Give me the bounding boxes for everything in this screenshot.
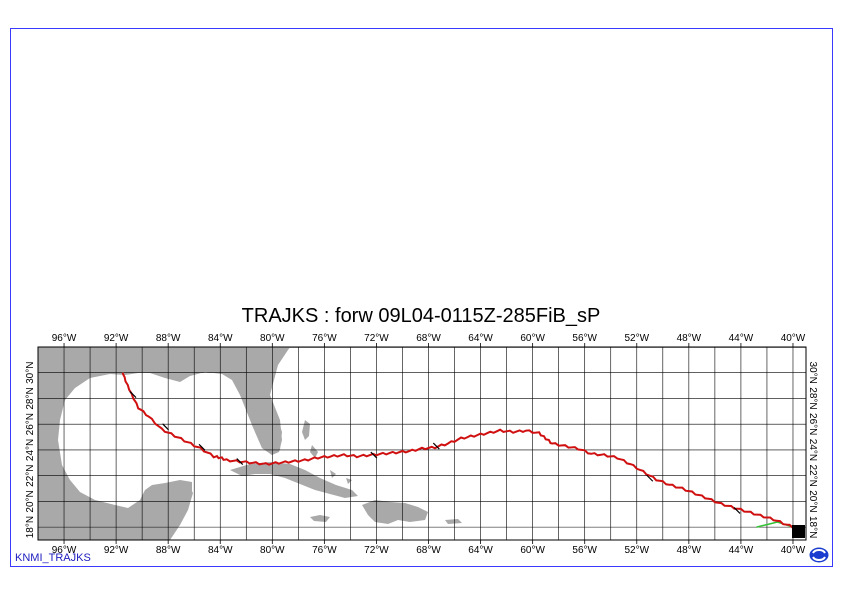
land-north-america bbox=[38, 347, 806, 540]
trajectory-line bbox=[121, 372, 800, 530]
lat-label-right: 24°N bbox=[807, 439, 818, 461]
lon-label-bottom: 88°W bbox=[156, 545, 181, 556]
lon-label-bottom: 52°W bbox=[624, 545, 649, 556]
lat-labels-left: 18°N 20°N 22°N 24°N 26°N 28°N 30°N bbox=[25, 362, 36, 539]
lon-labels-bottom: 96°W 92°W 88°W 84°W 80°W 76°W 72°W 68°W 64°W 60°W… bbox=[52, 545, 806, 556]
lon-label-bottom: 64°W bbox=[468, 545, 493, 556]
lon-label-top: 84°W bbox=[208, 333, 233, 344]
lon-label-top: 92°W bbox=[104, 333, 129, 344]
lon-label-bottom: 92°W bbox=[104, 545, 129, 556]
land-puerto-rico bbox=[445, 519, 462, 524]
lat-label-right: 30°N bbox=[807, 362, 818, 384]
lon-label-top: 72°W bbox=[364, 333, 389, 344]
lon-label-top: 60°W bbox=[520, 333, 545, 344]
land-hispaniola bbox=[362, 500, 428, 524]
lat-label-left: 24°N bbox=[25, 439, 36, 461]
lat-label-left: 18°N bbox=[25, 516, 36, 538]
lon-label-top: 80°W bbox=[260, 333, 285, 344]
lon-label-top: 88°W bbox=[156, 333, 181, 344]
land-jamaica bbox=[310, 515, 330, 522]
lon-label-bottom: 76°W bbox=[312, 545, 337, 556]
land-layer bbox=[38, 347, 806, 540]
axis-ticks bbox=[63, 343, 794, 544]
lon-label-top: 40°W bbox=[781, 333, 806, 344]
lon-label-top: 52°W bbox=[624, 333, 649, 344]
lat-label-right: 18°N bbox=[807, 516, 818, 538]
lat-label-right: 22°N bbox=[807, 464, 818, 486]
lon-labels-top: 96°W 92°W 88°W 84°W 80°W 76°W 72°W 68°W 64°W 60°W… bbox=[52, 333, 806, 344]
lon-label-bottom: 44°W bbox=[729, 545, 754, 556]
lat-label-left: 30°N bbox=[25, 362, 36, 384]
lon-label-bottom: 60°W bbox=[520, 545, 545, 556]
time-marker bbox=[129, 391, 137, 399]
time-marker bbox=[733, 506, 741, 514]
map-title: TRAJKS : forw 09L04-0115Z-285FiB_sP bbox=[241, 305, 601, 327]
lat-label-left: 26°N bbox=[25, 413, 36, 435]
graticule bbox=[37, 346, 806, 540]
lon-label-bottom: 68°W bbox=[416, 545, 441, 556]
land-bahamas bbox=[302, 420, 352, 484]
map-border bbox=[37, 346, 807, 541]
knmi-logo-icon bbox=[809, 547, 829, 563]
lon-label-top: 44°W bbox=[729, 333, 754, 344]
trajectory-layer bbox=[121, 372, 800, 531]
time-marker bbox=[198, 443, 206, 451]
lon-label-bottom: 84°W bbox=[208, 545, 233, 556]
lat-label-right: 26°N bbox=[807, 413, 818, 435]
lon-label-top: 96°W bbox=[52, 333, 77, 344]
land-cuba bbox=[230, 462, 358, 498]
lon-label-bottom: 72°W bbox=[364, 545, 389, 556]
start-marker bbox=[792, 525, 805, 538]
lon-label-top: 76°W bbox=[312, 333, 337, 344]
map-frame bbox=[10, 28, 833, 567]
credit-label: KNMI_TRAJKS bbox=[15, 552, 91, 564]
lat-label-right: 28°N bbox=[807, 387, 818, 409]
time-marker bbox=[432, 442, 440, 450]
lon-label-top: 48°W bbox=[677, 333, 702, 344]
lon-label-top: 68°W bbox=[416, 333, 441, 344]
lon-label-bottom: 48°W bbox=[677, 545, 702, 556]
lat-label-left: 20°N bbox=[25, 490, 36, 512]
lon-label-bottom: 56°W bbox=[572, 545, 597, 556]
lat-label-right: 20°N bbox=[807, 490, 818, 512]
time-marker bbox=[646, 474, 654, 482]
land-yucatan bbox=[150, 484, 193, 540]
lon-label-top: 64°W bbox=[468, 333, 493, 344]
lat-label-left: 28°N bbox=[25, 387, 36, 409]
lat-label-left: 22°N bbox=[25, 464, 36, 486]
lat-labels-right: 18°N 20°N 22°N 24°N 26°N 28°N 30°N bbox=[807, 362, 818, 539]
time-marker bbox=[236, 458, 244, 465]
lon-label-top: 56°W bbox=[572, 333, 597, 344]
lon-label-bottom: 80°W bbox=[260, 545, 285, 556]
lon-label-bottom: 40°W bbox=[781, 545, 806, 556]
time-marker bbox=[370, 451, 378, 459]
time-marker bbox=[162, 423, 169, 431]
lon-label-bottom: 96°W bbox=[52, 545, 77, 556]
